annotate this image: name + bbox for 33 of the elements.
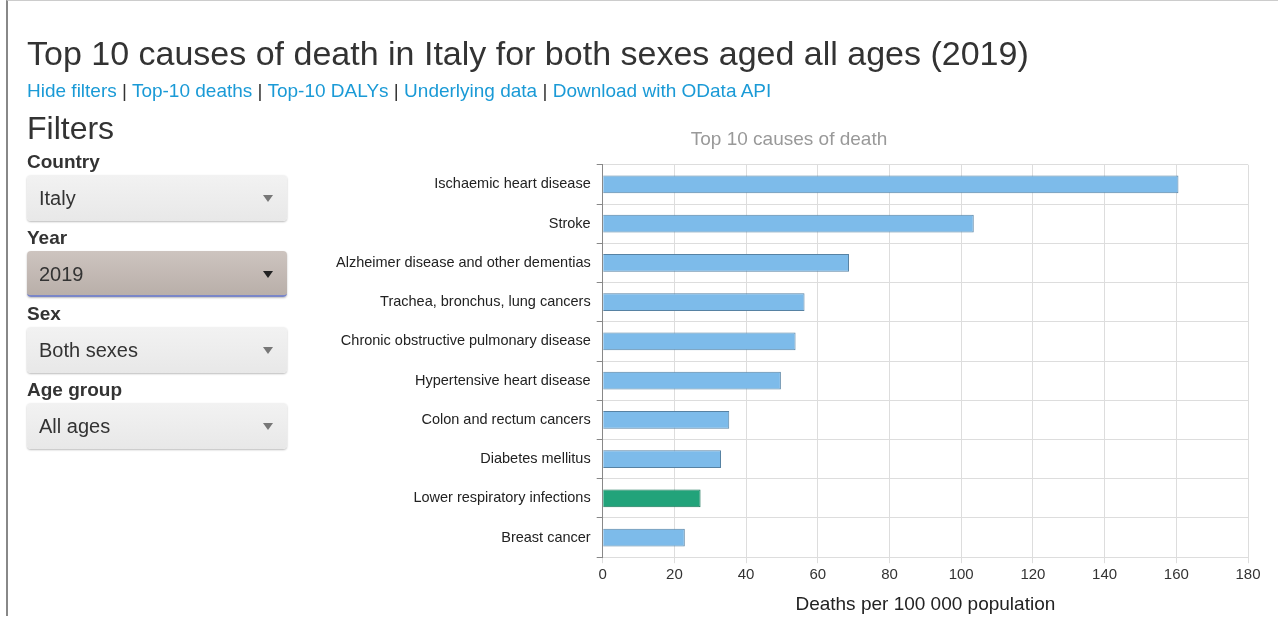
x-tick-label: 40 [737, 565, 755, 583]
x-tick-label: 180 [1235, 565, 1261, 583]
y-tick-label: Diabetes mellitus [480, 450, 591, 467]
y-tick-label: Chronic obstructive pulmonary disease [340, 332, 591, 349]
text: Italy [39, 187, 76, 209]
x-tick-label: 100 [948, 565, 974, 583]
text: Filters [27, 110, 116, 147]
x-tick-label: 80 [881, 565, 898, 583]
x-tick-label: 140 [1092, 565, 1118, 583]
y-tick-label: Ischaemic heart disease [434, 175, 591, 192]
y-tick-label: Lower respiratory infections [413, 489, 591, 506]
text: Country [27, 151, 101, 174]
x-axis-title: Deaths per 100 000 population [795, 592, 1056, 614]
text: 2019 [39, 263, 84, 285]
y-tick-label: Hypertensive heart disease [414, 371, 591, 388]
text: Both sexes [39, 339, 138, 361]
chart-title: Top 10 causes of death in Italy for both sexes aged all ages (2019) [27, 34, 1029, 73]
x-tick-label: 0 [598, 565, 607, 583]
y-tick-label: Colon and rectum cancers [421, 410, 591, 427]
x-tick-label: 160 [1163, 565, 1189, 583]
y-tick-label: Trachea, bronchus, lung cancers [380, 293, 591, 310]
x-tick-label: 60 [809, 565, 827, 583]
text: Sex [27, 303, 62, 326]
text: Hide filters | Top-10 deaths | Top-10 DALYs | Underlying data | Download with OData API [27, 80, 772, 101]
y-tick-label: Breast cancer [501, 528, 591, 545]
y-tick-label: Alzheimer disease and other dementias [336, 253, 591, 270]
y-tick-label: Stroke [548, 214, 591, 231]
text: All ages [39, 415, 111, 437]
text: Year [27, 227, 69, 250]
x-tick-label: 120 [1020, 565, 1046, 583]
text: Age group [27, 379, 123, 402]
chart-subtitle: Top 10 causes of death [690, 127, 888, 149]
x-tick-label: 20 [666, 565, 683, 583]
